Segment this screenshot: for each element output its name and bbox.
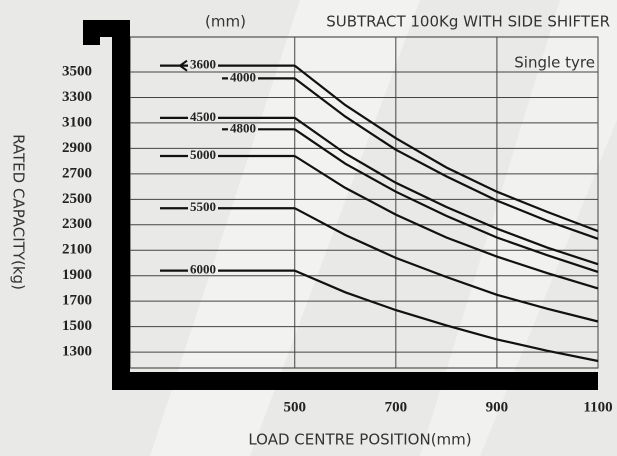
series-label: 3600 [190, 57, 216, 72]
y-tick-label: 2900 [62, 140, 92, 156]
series-label: 5500 [190, 199, 216, 214]
x-axis-label: LOAD CENTRE POSITION(mm) [248, 431, 471, 449]
y-tick-label: 2300 [62, 216, 92, 232]
y-tick-label: 2700 [62, 165, 92, 181]
series-label: 4500 [190, 109, 216, 124]
series-line [294, 207, 599, 323]
background-shape [420, 0, 617, 456]
y-axis-label: RATED CAPACITY(kg) [10, 134, 28, 290]
series-line [294, 128, 599, 273]
series-label: 6000 [190, 262, 216, 277]
y-tick-label: 3500 [62, 63, 92, 79]
x-tick-label: 1100 [583, 399, 612, 415]
series-label: 4000 [230, 69, 256, 84]
series-label: 5000 [190, 147, 216, 162]
series-line [294, 64, 599, 233]
arrow-mark [178, 59, 188, 72]
x-tick-label: 700 [385, 399, 408, 415]
y-tick-label: 1700 [62, 293, 92, 309]
annotation: Single tyre [514, 54, 595, 72]
y-tick-label: 3300 [62, 89, 92, 105]
x-tick-label: 900 [486, 399, 509, 415]
series-label: 4800 [230, 120, 256, 135]
series-unit: (mm) [205, 13, 246, 31]
y-tick-label: 2100 [62, 242, 92, 258]
x-tick-label: 500 [283, 399, 306, 415]
y-tick-label: 3100 [62, 114, 92, 130]
y-tick-label: 2500 [62, 191, 92, 207]
y-tick-label: 1500 [62, 318, 92, 334]
series-line [294, 77, 599, 240]
series-line [294, 155, 599, 290]
background-shape [150, 0, 420, 456]
series-line [294, 116, 599, 266]
chart-title: SUBTRACT 100Kg WITH SIDE SHIFTER [326, 13, 610, 31]
y-tick-label: 1900 [62, 267, 92, 283]
y-tick-label: 1300 [62, 344, 92, 360]
series-line [294, 269, 599, 363]
